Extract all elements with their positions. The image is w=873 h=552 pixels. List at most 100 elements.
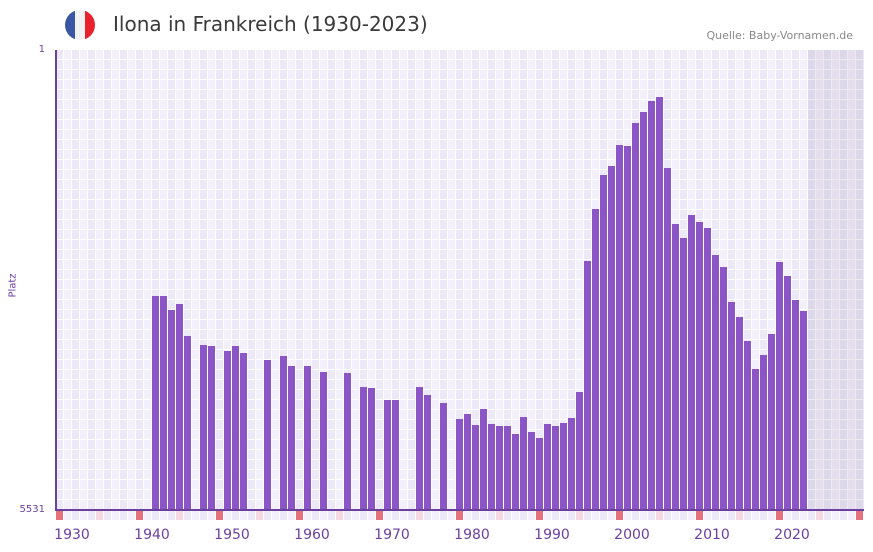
bar-2005[interactable]	[672, 224, 679, 510]
bar-1946[interactable]	[200, 344, 207, 510]
bar-1950[interactable]	[232, 345, 239, 510]
bar-2015[interactable]	[752, 369, 759, 510]
y-axis	[55, 50, 57, 511]
bar-2010[interactable]	[712, 254, 719, 510]
year-marker	[456, 511, 463, 520]
bar-2008[interactable]	[696, 222, 703, 510]
bar-1981[interactable]	[480, 409, 487, 510]
year-marker-band	[56, 511, 864, 520]
bar-1942[interactable]	[168, 309, 175, 510]
x-tick-label: 1960	[294, 527, 330, 543]
bar-1995[interactable]	[592, 208, 599, 510]
x-tick-label: 1930	[54, 527, 90, 543]
bar-1940[interactable]	[152, 295, 159, 510]
bar-1973[interactable]	[416, 386, 423, 510]
year-marker	[696, 511, 703, 520]
bar-1966[interactable]	[360, 386, 367, 510]
bar-1943[interactable]	[176, 303, 183, 510]
year-marker	[216, 511, 223, 520]
bar-1992[interactable]	[568, 418, 575, 510]
year-marker	[136, 511, 143, 520]
x-tick-label: 1970	[374, 527, 410, 543]
bar-1997[interactable]	[608, 165, 615, 510]
bar-2012[interactable]	[728, 301, 735, 510]
bar-1951[interactable]	[240, 352, 247, 510]
year-marker	[616, 511, 623, 520]
bar-1987[interactable]	[528, 431, 535, 510]
bar-2019[interactable]	[784, 276, 791, 510]
x-tick-label: 2010	[694, 527, 730, 543]
year-marker	[176, 511, 183, 520]
bar-1974[interactable]	[424, 394, 431, 510]
bar-2018[interactable]	[776, 262, 783, 510]
bar-1982[interactable]	[488, 424, 495, 510]
bar-1980[interactable]	[472, 425, 479, 510]
bar-1988[interactable]	[536, 437, 543, 510]
bar-1996[interactable]	[600, 175, 607, 510]
bar-1967[interactable]	[368, 387, 375, 510]
bar-1956[interactable]	[280, 356, 287, 510]
bar-1954[interactable]	[264, 360, 271, 510]
year-marker	[336, 511, 343, 520]
bar-1990[interactable]	[552, 426, 559, 510]
chart-title: Ilona in Frankreich (1930-2023)	[113, 12, 428, 36]
bar-1941[interactable]	[160, 295, 167, 510]
x-tick-label: 1940	[134, 527, 170, 543]
bar-1961[interactable]	[320, 372, 327, 510]
bar-2004[interactable]	[664, 168, 671, 510]
year-marker	[256, 511, 263, 520]
bar-1989[interactable]	[544, 424, 551, 510]
x-tick-label: 1990	[534, 527, 570, 543]
future-region	[808, 50, 864, 510]
bar-1999[interactable]	[624, 146, 631, 510]
bar-2020[interactable]	[792, 299, 799, 510]
bar-2021[interactable]	[800, 311, 807, 510]
year-marker	[856, 511, 863, 520]
x-tick-label: 1950	[214, 527, 250, 543]
year-marker	[496, 511, 503, 520]
bar-2000[interactable]	[632, 123, 639, 510]
bar-1959[interactable]	[304, 366, 311, 510]
france-flag-icon	[65, 10, 95, 40]
x-axis	[55, 509, 864, 511]
x-tick-label: 1980	[454, 527, 490, 543]
bar-1970[interactable]	[392, 400, 399, 510]
bar-1986[interactable]	[520, 417, 527, 510]
y-tick-label: 1	[38, 44, 45, 55]
bar-2001[interactable]	[640, 111, 647, 510]
bar-1969[interactable]	[384, 400, 391, 510]
year-marker	[536, 511, 543, 520]
y-tick-label: 5531	[19, 504, 45, 515]
bar-1985[interactable]	[512, 433, 519, 510]
bar-1957[interactable]	[288, 366, 295, 510]
bar-2006[interactable]	[680, 238, 687, 510]
bar-1993[interactable]	[576, 391, 583, 510]
year-marker	[776, 511, 783, 520]
bar-2016[interactable]	[760, 355, 767, 510]
year-marker	[656, 511, 663, 520]
bar-1978[interactable]	[456, 419, 463, 510]
year-marker	[736, 511, 743, 520]
bar-1964[interactable]	[344, 373, 351, 510]
bar-1949[interactable]	[224, 350, 231, 510]
bar-1979[interactable]	[464, 414, 471, 510]
bar-1998[interactable]	[616, 145, 623, 510]
bar-1991[interactable]	[560, 423, 567, 510]
bar-2013[interactable]	[736, 317, 743, 510]
bar-2011[interactable]	[720, 267, 727, 510]
bar-1947[interactable]	[208, 345, 215, 510]
year-marker	[296, 511, 303, 520]
bar-1976[interactable]	[440, 403, 447, 510]
bar-2009[interactable]	[704, 228, 711, 510]
bar-2017[interactable]	[768, 334, 775, 510]
bar-2003[interactable]	[656, 97, 663, 510]
bar-1984[interactable]	[504, 426, 511, 510]
bar-2007[interactable]	[688, 215, 695, 510]
bar-1944[interactable]	[184, 335, 191, 510]
bar-1994[interactable]	[584, 261, 591, 510]
bar-2014[interactable]	[744, 340, 751, 510]
year-marker	[376, 511, 383, 520]
bar-2002[interactable]	[648, 101, 655, 510]
plot-area	[56, 50, 864, 510]
bar-1983[interactable]	[496, 426, 503, 510]
